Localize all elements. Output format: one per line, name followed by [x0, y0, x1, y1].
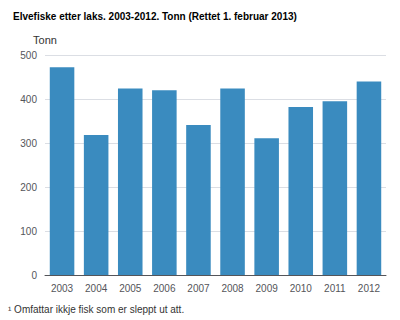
- svg-text:200: 200: [20, 182, 37, 193]
- svg-text:2007: 2007: [187, 283, 210, 294]
- svg-text:300: 300: [20, 138, 37, 149]
- svg-text:2010: 2010: [290, 283, 313, 294]
- svg-text:Elvefiske etter laks. 2003-201: Elvefiske etter laks. 2003-2012. Tonn (R…: [13, 11, 297, 22]
- svg-text:Tonn: Tonn: [33, 34, 57, 46]
- svg-text:100: 100: [20, 226, 37, 237]
- svg-text:2009: 2009: [256, 283, 279, 294]
- svg-text:2004: 2004: [85, 283, 108, 294]
- svg-text:¹ Omfattar ikkje fisk som er s: ¹ Omfattar ikkje fisk som er sleppt ut a…: [8, 304, 184, 315]
- svg-text:2003: 2003: [51, 283, 74, 294]
- svg-text:0: 0: [31, 270, 37, 281]
- svg-text:500: 500: [20, 50, 37, 61]
- svg-text:2008: 2008: [221, 283, 244, 294]
- svg-text:400: 400: [20, 94, 37, 105]
- svg-text:2011: 2011: [324, 283, 346, 294]
- svg-text:2006: 2006: [153, 283, 176, 294]
- svg-text:2005: 2005: [119, 283, 142, 294]
- svg-text:2012: 2012: [358, 283, 381, 294]
